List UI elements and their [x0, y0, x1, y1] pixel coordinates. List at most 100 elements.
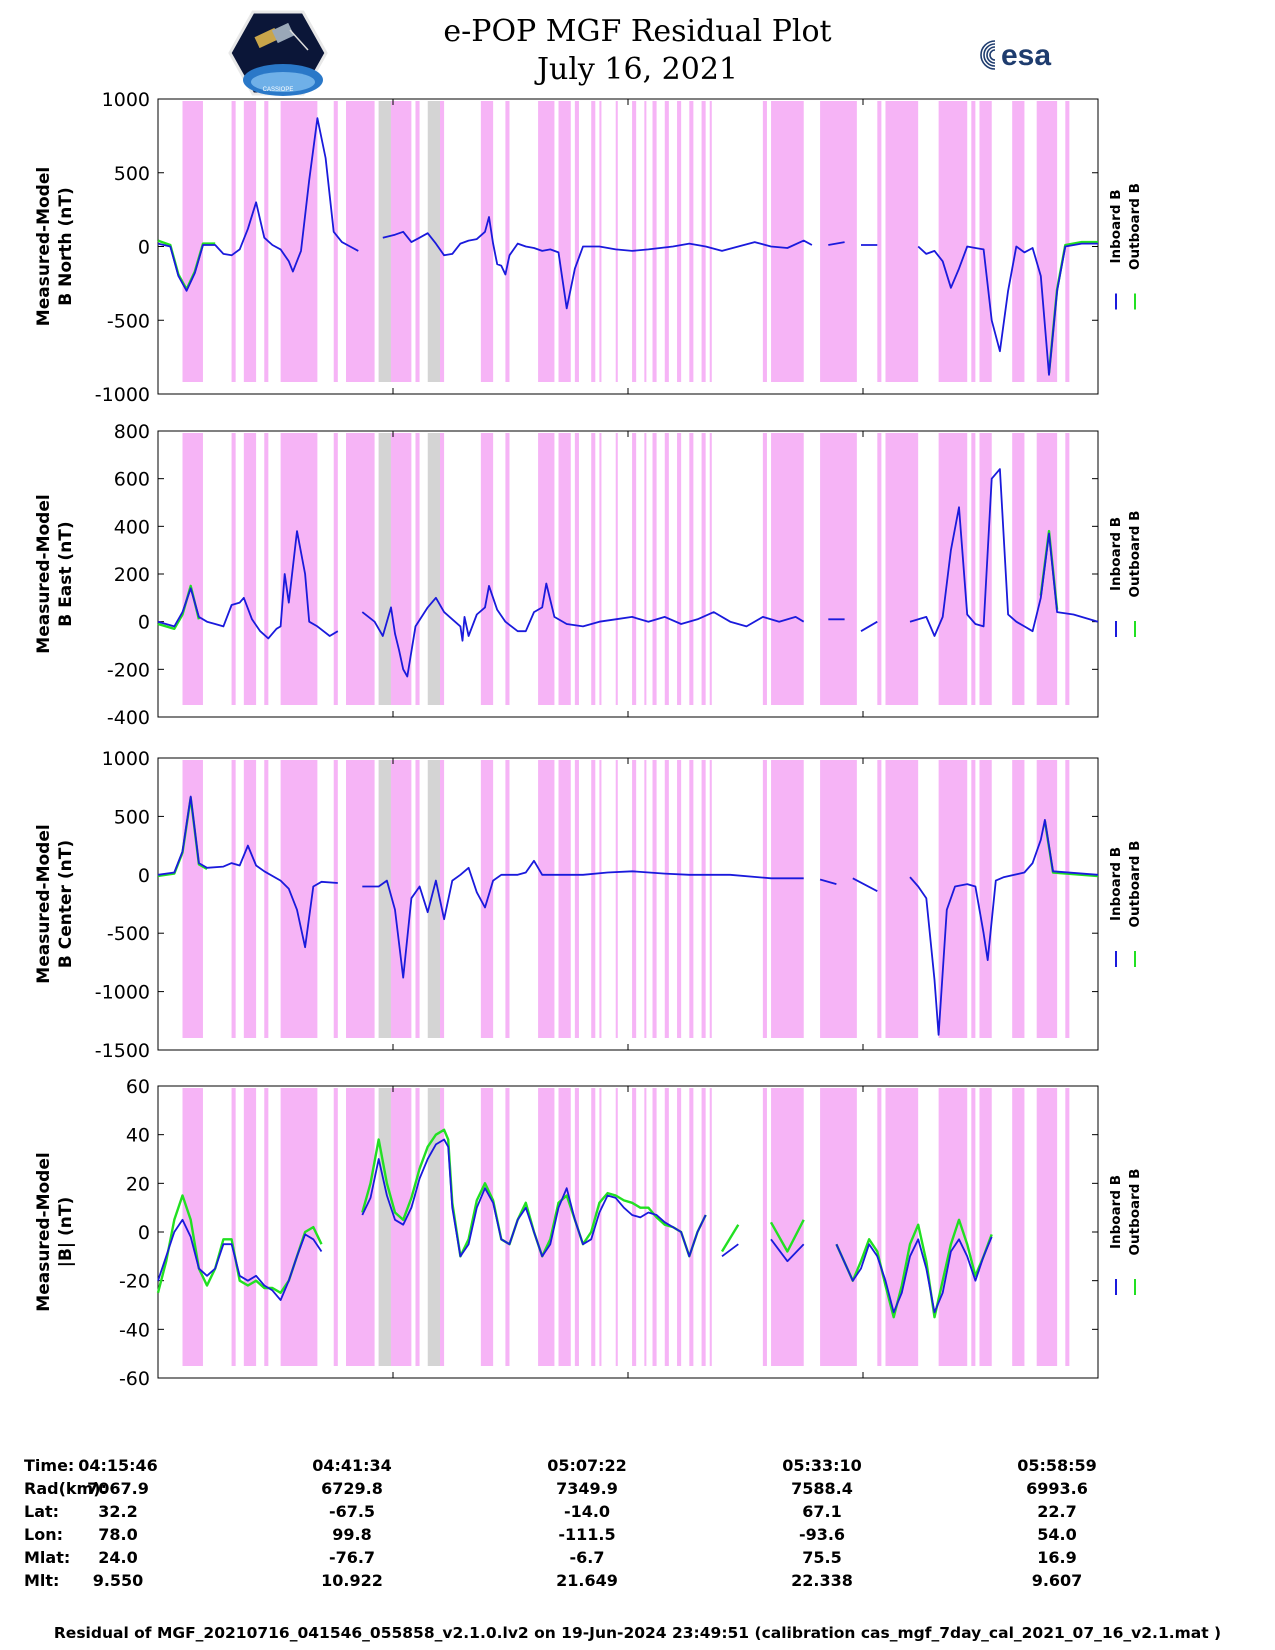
y-tick-label: 0	[138, 612, 150, 634]
shaded-interval	[415, 433, 420, 705]
shaded-interval	[415, 101, 420, 382]
shaded-interval	[264, 1088, 269, 1366]
shaded-interval	[762, 101, 767, 382]
legend-label-outboard: Outboard B	[1127, 1169, 1143, 1256]
info-cell: 22.338	[791, 1571, 853, 1590]
y-tick-label: -1000	[95, 982, 150, 1004]
shaded-interval	[615, 101, 618, 382]
shaded-interval	[346, 433, 375, 705]
shaded-interval	[820, 101, 857, 382]
chart-panel-2: 800 600 400 200 0 -200 -400 Measured-Model B Eas…	[34, 421, 1143, 729]
shaded-interval	[1012, 1088, 1025, 1366]
shaded-interval	[480, 1088, 494, 1366]
y-tick-label: -1000	[95, 384, 150, 406]
shaded-interval	[971, 433, 976, 705]
y-tick-label: 1000	[102, 89, 150, 111]
svg-text:CASSIOPE: CASSIOPE	[263, 87, 294, 93]
shaded-interval	[877, 1088, 882, 1366]
shaded-interval	[677, 101, 682, 382]
legend-label-inboard: Inboard B	[1108, 847, 1124, 921]
shaded-interval	[771, 760, 804, 1038]
shaded-interval	[231, 760, 236, 1038]
legend-label-outboard: Outboard B	[1127, 511, 1143, 598]
shaded-interval	[591, 433, 596, 705]
shaded-interval	[558, 760, 571, 1038]
y-axis-label: |B| (nT)	[56, 1197, 76, 1268]
shaded-interval	[505, 760, 510, 1038]
y-tick-label: 20	[126, 1173, 150, 1195]
shaded-interval	[820, 1088, 857, 1366]
info-cell: 75.5	[802, 1548, 842, 1567]
info-row-label: Mlat:	[24, 1548, 71, 1567]
shaded-interval	[538, 1088, 555, 1366]
shaded-interval	[1036, 433, 1058, 705]
shaded-interval-gray	[378, 433, 391, 705]
info-row-label: Mlt:	[24, 1571, 60, 1590]
shaded-interval	[538, 760, 555, 1038]
shaded-interval	[938, 760, 968, 1038]
info-cell: 9.550	[92, 1571, 144, 1590]
shaded-interval	[644, 1088, 647, 1366]
info-cell: 7349.9	[556, 1479, 618, 1498]
info-cell: 32.2	[98, 1502, 138, 1521]
shaded-interval	[971, 760, 976, 1038]
shaded-interval	[709, 101, 712, 382]
shaded-interval	[415, 760, 420, 1038]
shaded-interval	[599, 760, 602, 1038]
info-cell: 16.9	[1037, 1548, 1077, 1567]
shaded-interval	[762, 1088, 767, 1366]
info-cell: 7588.4	[791, 1479, 853, 1498]
shaded-interval	[1036, 760, 1058, 1038]
shaded-interval	[346, 101, 375, 382]
shaded-interval-gray	[427, 1088, 440, 1366]
info-cell: 05:33:10	[782, 1456, 862, 1475]
info-cell: 10.922	[321, 1571, 383, 1590]
shaded-interval	[280, 101, 318, 382]
shaded-interval	[558, 101, 571, 382]
info-cell: 6993.6	[1026, 1479, 1088, 1498]
shaded-interval-gray	[378, 1088, 391, 1366]
info-cell: -14.0	[563, 1502, 611, 1521]
plot-title-line1: e-POP MGF Residual Plot	[443, 14, 832, 49]
shaded-interval	[440, 760, 445, 1038]
legend-label-inboard: Inboard B	[1108, 517, 1124, 591]
shaded-interval	[652, 760, 657, 1038]
y-tick-label: 40	[126, 1125, 150, 1147]
y-tick-label: -400	[107, 707, 150, 729]
info-row-label: Lon:	[24, 1525, 63, 1544]
shaded-interval	[415, 1088, 420, 1366]
info-cell: -76.7	[328, 1548, 376, 1567]
chart-panel-3: 1000 500 0 -500 -1000 -1500 Measured-Model B Ce…	[34, 748, 1143, 1062]
shaded-interval	[971, 101, 976, 382]
shaded-interval	[231, 101, 236, 382]
y-tick-label: 600	[114, 469, 150, 491]
shaded-interval	[182, 433, 203, 705]
shaded-interval	[440, 433, 445, 705]
shaded-interval	[701, 760, 706, 1038]
plot-title-line2: July 16, 2021	[536, 52, 739, 87]
shaded-interval	[979, 101, 992, 382]
shaded-interval	[632, 101, 637, 382]
shaded-interval	[820, 433, 857, 705]
shaded-interval	[480, 433, 494, 705]
esa-logo: esa	[973, 35, 1093, 75]
info-cell: 24.0	[98, 1548, 138, 1567]
y-tick-label: 0	[138, 865, 150, 887]
info-row-label: Time:	[24, 1456, 75, 1475]
y-tick-label: -1500	[95, 1040, 150, 1062]
shaded-interval	[877, 101, 882, 382]
y-tick-label: -60	[119, 1368, 150, 1390]
shaded-interval	[652, 1088, 657, 1366]
shaded-interval	[709, 760, 712, 1038]
shaded-interval-gray	[427, 760, 440, 1038]
y-tick-label: -200	[107, 659, 150, 681]
shaded-interval	[762, 760, 767, 1038]
shaded-interval	[538, 433, 555, 705]
shaded-interval	[333, 760, 338, 1038]
info-cell: 54.0	[1037, 1525, 1077, 1544]
shaded-interval	[677, 760, 682, 1038]
shaded-interval	[182, 101, 203, 382]
series-line-inboard	[157, 117, 1098, 376]
shaded-interval	[632, 760, 637, 1038]
